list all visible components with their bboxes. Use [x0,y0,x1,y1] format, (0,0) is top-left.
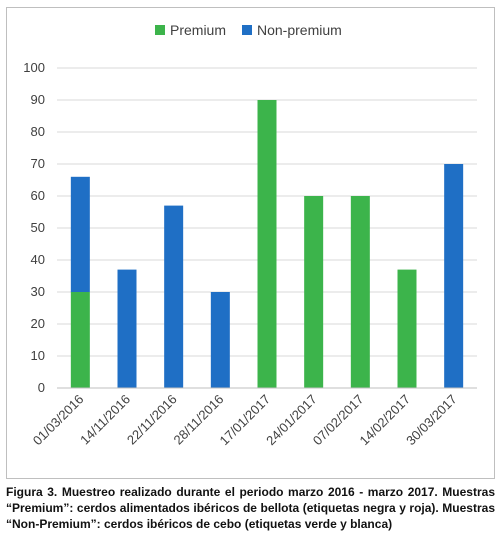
y-tick-label-90: 90 [31,92,45,107]
y-tick-label-70: 70 [31,156,45,171]
y-tick-label-10: 10 [31,348,45,363]
legend-swatch-premium [155,25,165,35]
chart-frame: Premium Non-premium 0 10 20 30 40 50 60 70 80 90 10… [6,7,495,479]
bar-premium-6 [350,196,370,388]
y-axis-ticks: 0 10 20 30 40 50 60 70 80 90 100 [23,60,45,395]
bar-premium-5 [304,196,324,388]
y-tick-label-60: 60 [31,188,45,203]
x-axis-ticks: 01/03/201614/11/201622/11/201628/11/2016… [30,392,460,449]
y-tick-label-0: 0 [38,380,45,395]
bar-chart: Premium Non-premium 0 10 20 30 40 50 60 70 80 90 10… [23,22,477,449]
legend-swatch-non-premium [242,25,252,35]
bar-non-premium-0 [70,176,90,292]
bar-premium-7 [397,269,417,388]
bar-non-premium-2 [164,205,184,388]
y-tick-label-80: 80 [31,124,45,139]
bar-premium-4 [257,100,277,388]
x-tick-label-0: 01/03/2016 [30,392,87,449]
bars [70,100,464,388]
legend-label-premium: Premium [170,22,226,38]
legend-label-non-premium: Non-premium [257,22,342,38]
y-tick-label-20: 20 [31,316,45,331]
legend: Premium Non-premium [155,22,342,38]
x-tick-label-8: 30/03/2017 [403,392,460,449]
y-tick-label-40: 40 [31,252,45,267]
bar-premium-0 [70,292,90,388]
y-tick-label-30: 30 [31,284,45,299]
bar-non-premium-8 [444,164,464,388]
figure-caption: Figura 3. Muestreo realizado durante el … [6,485,495,531]
bar-non-premium-3 [210,292,230,388]
y-tick-label-50: 50 [31,220,45,235]
y-tick-label-100: 100 [23,60,45,75]
bar-non-premium-1 [117,269,137,388]
